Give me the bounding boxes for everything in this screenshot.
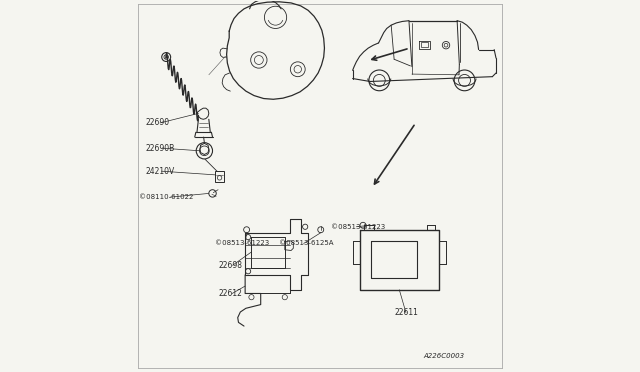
Text: ©08110-61022: ©08110-61022: [139, 194, 193, 200]
Text: A226C0003: A226C0003: [423, 353, 464, 359]
Text: 22612: 22612: [218, 289, 242, 298]
Text: 24210V: 24210V: [146, 167, 175, 176]
Bar: [216, 171, 223, 182]
Text: ©08513-61223: ©08513-61223: [331, 224, 385, 230]
Text: 22690: 22690: [146, 119, 170, 128]
Text: ©08513-61223: ©08513-61223: [216, 240, 269, 246]
Text: 22690B: 22690B: [146, 144, 175, 153]
Text: ©08513-6125A: ©08513-6125A: [279, 240, 333, 246]
Bar: [421, 42, 428, 47]
Text: 22611: 22611: [394, 308, 418, 317]
Text: 22698: 22698: [218, 261, 242, 270]
